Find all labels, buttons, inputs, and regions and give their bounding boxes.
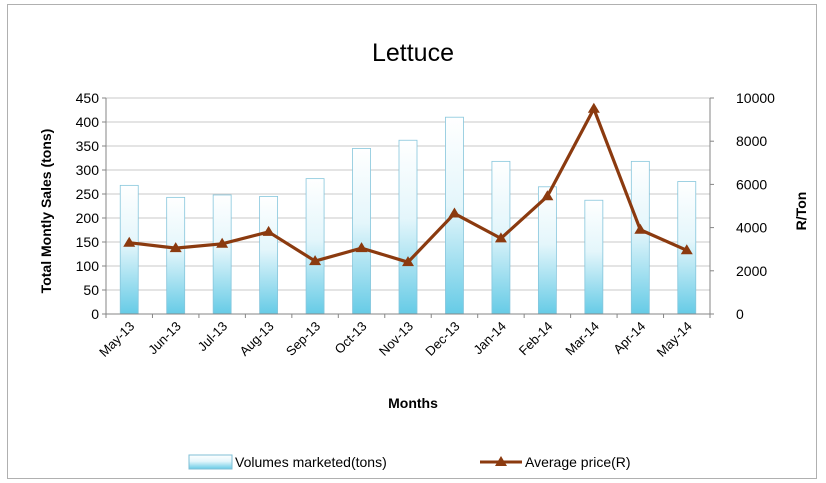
x-tick-label: May-14 — [654, 319, 695, 360]
x-tick-label: Oct-13 — [331, 319, 369, 357]
legend-bar-swatch — [188, 454, 233, 470]
x-tick-label: Feb-14 — [516, 319, 556, 359]
x-tick-label: Nov-13 — [376, 319, 416, 359]
bar — [537, 186, 557, 315]
bar — [584, 199, 604, 315]
y-tick-label: 50 — [83, 282, 99, 298]
price-marker — [634, 223, 647, 234]
y-tick-label: 100 — [76, 258, 100, 274]
bar — [259, 195, 279, 315]
y2-tick-label: 8000 — [736, 133, 767, 149]
y2-axis-ticks: 0 2000 4000 6000 8000 10000 — [710, 90, 775, 322]
x-tick-label: Sep-13 — [283, 319, 323, 359]
price-marker — [402, 256, 414, 267]
x-tick-label: Jun-13 — [145, 319, 184, 358]
x-tick-label: Apr-14 — [610, 319, 648, 357]
legend-bar-label: Volumes marketed(tons) — [235, 454, 387, 470]
price-marker — [541, 190, 554, 201]
x-tick-label: Aug-13 — [236, 319, 276, 359]
axes — [105, 98, 711, 315]
price-marker — [448, 207, 461, 218]
chart-frame: Lettuce 0 50 100 150 200 250 300 350 400 450 0 200… — [7, 4, 817, 479]
legend-line-marker — [495, 456, 507, 466]
price-marker — [355, 242, 368, 253]
y2-tick-label: 4000 — [736, 220, 767, 236]
y-tick-label: 250 — [76, 186, 100, 202]
y2-tick-label: 6000 — [736, 176, 767, 192]
x-axis-ticks: May-13 Jun-13 Jul-13 Aug-13 Sep-13 Oct-13 Nov-… — [96, 314, 711, 360]
chart-title: Lettuce — [372, 39, 454, 67]
price-marker — [494, 232, 507, 243]
y-tick-label: 200 — [76, 210, 100, 226]
y-tick-label: 0 — [91, 306, 99, 322]
x-tick-label: Jan-14 — [470, 319, 509, 358]
x-tick-label: Jul-13 — [195, 319, 231, 355]
bar — [352, 147, 371, 315]
y-tick-label: 400 — [76, 114, 100, 130]
price-marker — [587, 102, 600, 113]
bar — [630, 160, 650, 315]
y-tick-label: 300 — [76, 162, 100, 178]
x-tick-label: Dec-13 — [422, 319, 462, 359]
x-tick-label: May-13 — [96, 319, 137, 360]
y2-tick-label: 0 — [736, 306, 744, 322]
bar — [305, 178, 325, 315]
bar — [212, 194, 232, 315]
price-marker — [216, 237, 229, 248]
bar — [398, 139, 418, 315]
price-marker — [169, 242, 182, 253]
y-tick-label: 450 — [76, 90, 100, 106]
x-tick-label: Mar-14 — [562, 319, 602, 359]
y-tick-label: 350 — [76, 138, 100, 154]
y2-axis-title: R/Ton — [793, 192, 809, 231]
line-series — [123, 102, 693, 267]
y-axis-title: Total Montly Sales (tons) — [38, 129, 54, 294]
legend: Volumes marketed(tons) Average price(R) — [188, 454, 631, 470]
price-marker — [262, 225, 275, 236]
price-marker — [680, 244, 693, 255]
y2-tick-label: 10000 — [736, 90, 775, 106]
y2-tick-label: 2000 — [736, 263, 767, 279]
legend-line-label: Average price(R) — [525, 454, 631, 470]
chart: Lettuce 0 50 100 150 200 250 300 350 400 450 0 200… — [38, 39, 809, 470]
y-tick-label: 150 — [76, 234, 100, 250]
bar — [166, 196, 186, 315]
price-marker — [123, 236, 136, 247]
x-axis-title: Months — [388, 395, 438, 411]
bar — [119, 184, 139, 315]
price-marker — [309, 255, 322, 266]
y-axis-ticks: 0 50 100 150 200 250 300 350 400 450 — [76, 90, 106, 322]
